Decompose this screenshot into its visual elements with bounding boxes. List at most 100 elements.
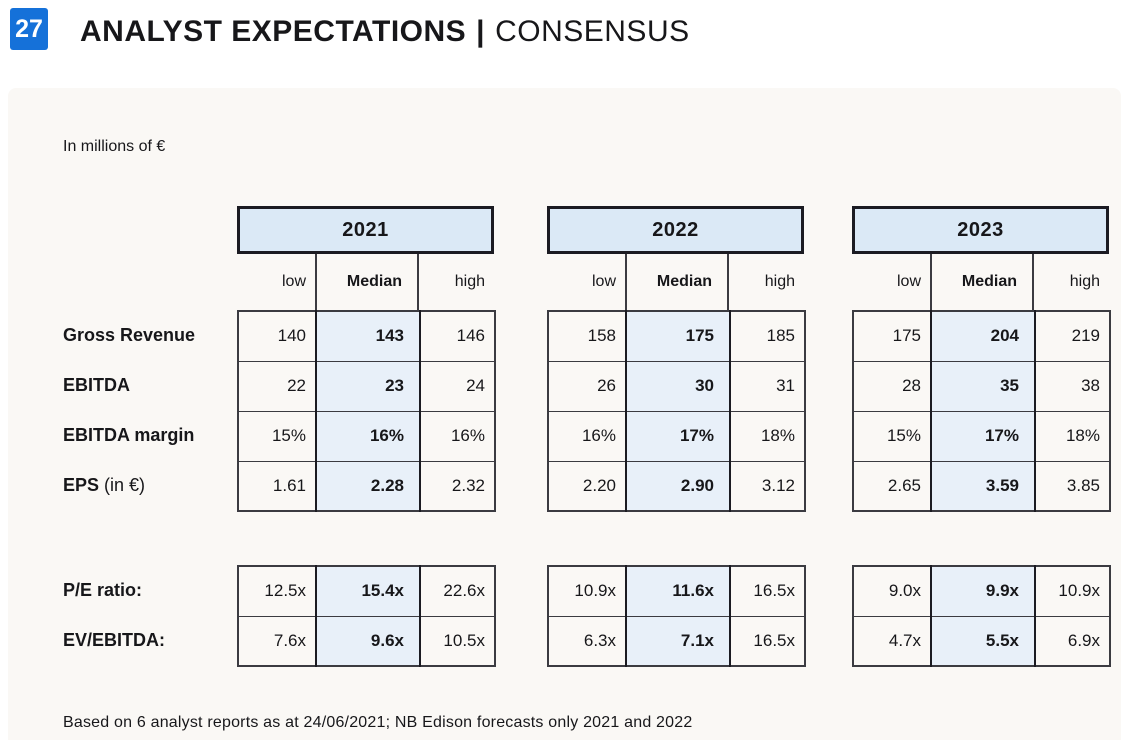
row-label-ev-ebitda: EV/EBITDA: xyxy=(63,629,166,650)
value-cell: 1.61 xyxy=(237,460,317,512)
table-row: 16% 17% 18% xyxy=(547,410,806,462)
value-cell: 10.5x xyxy=(419,615,496,667)
table-row: 2.65 3.59 3.85 xyxy=(852,460,1111,512)
title-subtitle: CONSENSUS xyxy=(495,15,690,48)
value-cell: 12.5x xyxy=(237,565,317,617)
value-cell-median: 9.6x xyxy=(315,615,421,667)
column-headers: low Median high xyxy=(237,254,494,310)
value-cell-median: 11.6x xyxy=(625,565,731,617)
table-row: 7.6x 9.6x 10.5x xyxy=(237,615,496,667)
value-cell: 185 xyxy=(729,310,806,362)
value-cell-median: 204 xyxy=(930,310,1036,362)
col-header-median: Median xyxy=(930,254,1034,310)
ratio-table: 9.0x 9.9x 10.9x 4.7x 5.5x 6.9x xyxy=(852,565,1111,667)
value-cell: 3.12 xyxy=(729,460,806,512)
value-cell: 28 xyxy=(852,360,932,412)
value-cell: 4.7x xyxy=(852,615,932,667)
table-row: 28 35 38 xyxy=(852,360,1111,412)
value-cell: 18% xyxy=(729,410,806,462)
value-cell-median: 2.28 xyxy=(315,460,421,512)
row-label-ebitda: EBITDA xyxy=(63,374,130,395)
value-cell: 15% xyxy=(852,410,932,462)
table-row: 15% 17% 18% xyxy=(852,410,1111,462)
row-label-gross-revenue: Gross Revenue xyxy=(63,324,196,345)
year-group-2022: 2022 low Median high 158 175 185 26 30 3… xyxy=(547,206,806,667)
value-cell: 22.6x xyxy=(419,565,496,617)
table-row: 175 204 219 xyxy=(852,310,1111,362)
col-header-high: high xyxy=(764,273,795,290)
value-cell-median: 5.5x xyxy=(930,615,1036,667)
value-cell: 3.85 xyxy=(1034,460,1111,512)
table-row: 26 30 31 xyxy=(547,360,806,412)
table-row: 140 143 146 xyxy=(237,310,496,362)
value-cell-median: 30 xyxy=(625,360,731,412)
title-main: ANALYST EXPECTATIONS xyxy=(80,15,467,48)
value-cell: 6.9x xyxy=(1034,615,1111,667)
value-cell-median: 175 xyxy=(625,310,731,362)
value-cell-median: 17% xyxy=(930,410,1036,462)
value-cell: 2.32 xyxy=(419,460,496,512)
year-header: 2021 xyxy=(237,206,494,254)
table-row: 2.20 2.90 3.12 xyxy=(547,460,806,512)
col-header-median: Median xyxy=(625,254,729,310)
value-cell: 219 xyxy=(1034,310,1111,362)
value-cell: 31 xyxy=(729,360,806,412)
consensus-table: 140 143 146 22 23 24 15% 16% 16% 1.61 2.… xyxy=(237,310,496,512)
value-cell: 26 xyxy=(547,360,627,412)
row-label-pe-ratio: P/E ratio: xyxy=(63,579,143,600)
ratio-table: 10.9x 11.6x 16.5x 6.3x 7.1x 16.5x xyxy=(547,565,806,667)
units-note: In millions of € xyxy=(63,138,166,155)
col-header-low: low xyxy=(896,273,921,290)
year-group-2023: 2023 low Median high 175 204 219 28 35 3… xyxy=(852,206,1111,667)
row-label-eps: EPS (in €) xyxy=(63,474,146,495)
value-cell: 6.3x xyxy=(547,615,627,667)
col-header-high: high xyxy=(454,273,485,290)
value-cell-median: 143 xyxy=(315,310,421,362)
value-cell-median: 17% xyxy=(625,410,731,462)
value-cell: 175 xyxy=(852,310,932,362)
table-row: 9.0x 9.9x 10.9x xyxy=(852,565,1111,617)
table-row: 12.5x 15.4x 22.6x xyxy=(237,565,496,617)
table-row: 10.9x 11.6x 16.5x xyxy=(547,565,806,617)
value-cell: 2.20 xyxy=(547,460,627,512)
year-header: 2022 xyxy=(547,206,804,254)
value-cell: 9.0x xyxy=(852,565,932,617)
value-cell: 10.9x xyxy=(547,565,627,617)
value-cell-median: 3.59 xyxy=(930,460,1036,512)
year-header: 2023 xyxy=(852,206,1109,254)
value-cell: 22 xyxy=(237,360,317,412)
value-cell: 38 xyxy=(1034,360,1111,412)
value-cell-median: 15.4x xyxy=(315,565,421,617)
year-group-2021: 2021 low Median high 140 143 146 22 23 2… xyxy=(237,206,496,667)
content-card: In millions of € Gross Revenue EBITDA EB… xyxy=(8,88,1121,740)
table-row: 15% 16% 16% xyxy=(237,410,496,462)
value-cell-median: 23 xyxy=(315,360,421,412)
value-cell-median: 9.9x xyxy=(930,565,1036,617)
consensus-table: 175 204 219 28 35 38 15% 17% 18% 2.65 3.… xyxy=(852,310,1111,512)
col-header-median: Median xyxy=(315,254,419,310)
table-row: 158 175 185 xyxy=(547,310,806,362)
value-cell-median: 16% xyxy=(315,410,421,462)
slide-header: 27 ANALYST EXPECTATIONS | CONSENSUS xyxy=(0,0,1129,88)
table-row: 22 23 24 xyxy=(237,360,496,412)
table-row: 6.3x 7.1x 16.5x xyxy=(547,615,806,667)
slide-number-badge: 27 xyxy=(10,8,48,50)
table-row: 1.61 2.28 2.32 xyxy=(237,460,496,512)
value-cell: 10.9x xyxy=(1034,565,1111,617)
value-cell: 140 xyxy=(237,310,317,362)
value-cell: 2.65 xyxy=(852,460,932,512)
row-label-ebitda-margin: EBITDA margin xyxy=(63,424,195,445)
consensus-table: 158 175 185 26 30 31 16% 17% 18% 2.20 2.… xyxy=(547,310,806,512)
value-cell: 16.5x xyxy=(729,565,806,617)
column-headers: low Median high xyxy=(547,254,804,310)
value-cell: 18% xyxy=(1034,410,1111,462)
value-cell: 16.5x xyxy=(729,615,806,667)
value-cell: 24 xyxy=(419,360,496,412)
value-cell: 158 xyxy=(547,310,627,362)
value-cell-median: 35 xyxy=(930,360,1036,412)
value-cell: 7.6x xyxy=(237,615,317,667)
value-cell: 16% xyxy=(547,410,627,462)
col-header-low: low xyxy=(281,273,306,290)
title-separator: | xyxy=(476,15,486,48)
